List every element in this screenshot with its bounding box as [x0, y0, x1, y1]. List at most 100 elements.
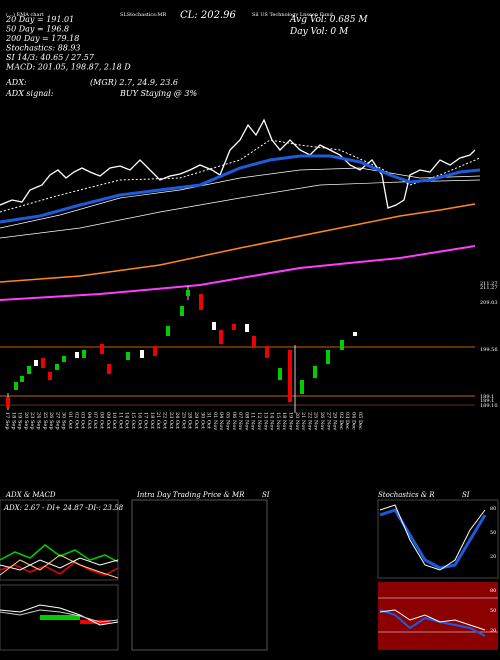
- date-label: 29 Nov: [332, 412, 338, 430]
- date-label: 07 Nov: [237, 412, 243, 430]
- adx-lines: [0, 544, 119, 579]
- date-label: 26 Nov: [319, 412, 325, 430]
- avg-vol: Avg Vol: 0.685 M: [289, 15, 368, 25]
- panel-title: Stochastics & R: [378, 491, 435, 499]
- price-label: 209.03: [480, 300, 498, 306]
- subtitle: Sil US Technology Lnseen Fund: [252, 12, 334, 18]
- date-label: 15 Nov: [275, 412, 281, 430]
- date-label: 24 Oct: [174, 412, 180, 429]
- price-label: 189.1: [480, 394, 494, 400]
- indicator: SI 14/3: 40.65 / 27.57: [6, 53, 95, 62]
- adx-signal: BUY Staying @ 3%: [119, 89, 197, 98]
- date-label: 05 Nov: [225, 412, 231, 430]
- date-label: 19 Nov: [288, 412, 294, 430]
- lines: [0, 118, 481, 406]
- date-label: 14 Nov: [269, 412, 275, 430]
- adx-signal-label: ADX signal:: [5, 89, 54, 98]
- date-label: 03 Oct: [80, 412, 86, 429]
- date-label: 20 Nov: [294, 412, 300, 430]
- adx-value: (MGR) 2.7, 24.9, 23.6: [90, 78, 178, 87]
- price-label: 199.56: [480, 347, 498, 353]
- date-label: 10 Oct: [111, 412, 117, 429]
- panel-title: ADX & MACD: [5, 491, 56, 499]
- date-label: 23 Sep: [29, 412, 35, 430]
- date-label: 29 Oct: [193, 412, 199, 429]
- date-label: 02 Dec: [338, 412, 344, 430]
- date-label: 13 Nov: [262, 412, 268, 430]
- indicator: 200 Day = 179.18: [5, 34, 79, 43]
- date-label: 21 Oct: [155, 412, 161, 429]
- adx-label: ADX:: [5, 78, 27, 87]
- date-label: 24 Sep: [36, 412, 42, 430]
- level-label: 80: [490, 588, 496, 594]
- stoch-lines: [379, 504, 487, 571]
- date-label: 01 Nov: [212, 412, 218, 430]
- date-label: 04 Dec: [351, 412, 357, 430]
- close: CL: 202.96: [180, 10, 236, 21]
- date-label: 20 Sep: [23, 412, 29, 430]
- date-label: 18 Nov: [281, 412, 287, 430]
- date-label: 15 Oct: [130, 412, 136, 429]
- date-label: 04 Nov: [218, 412, 224, 430]
- date-label: 25 Nov: [313, 412, 319, 430]
- date-label: 14 Oct: [124, 412, 130, 429]
- date-label: 05 Dec: [357, 412, 363, 430]
- adx-readout: ADX: 2.67 - DI+ 24.87 -DI-: 23.58: [3, 504, 124, 512]
- date-label: 18 Oct: [149, 412, 155, 429]
- indicator: 50 Day = 196.8: [6, 25, 69, 34]
- header-left: (…) EMA chart: [6, 11, 44, 18]
- date-label: 27 Nov: [325, 412, 331, 430]
- date-label: 17 Oct: [143, 412, 149, 429]
- header-left: SLStochastics:MR: [120, 12, 167, 18]
- indicator: 20 Day = 191.01: [5, 15, 74, 24]
- date-label: 16 Oct: [136, 412, 142, 429]
- level-label: 20: [490, 628, 496, 634]
- date-label: 04 Oct: [86, 412, 92, 429]
- level-label: 50: [490, 530, 496, 536]
- date-label: 17 Sep: [4, 412, 10, 430]
- date-label: 22 Nov: [306, 412, 312, 430]
- date-label: 06 Nov: [231, 412, 237, 430]
- date-label: 02 Oct: [73, 412, 79, 429]
- price-label: 211.27: [480, 281, 498, 287]
- price-label: 211.27: [480, 285, 498, 291]
- intraday-panel: [131, 499, 268, 651]
- date-label: 26 Sep: [48, 412, 54, 430]
- date-label: 30 Oct: [199, 412, 205, 429]
- indicator: Stochastics: 88.93: [6, 44, 81, 53]
- rsi-lines: [378, 597, 498, 637]
- date-label: 08 Oct: [99, 412, 105, 429]
- date-label: 22 Oct: [162, 412, 168, 429]
- panel-title: Intra Day Trading Price & MR: [136, 491, 245, 499]
- date-label: 07 Oct: [92, 412, 98, 429]
- date-label: 09 Oct: [105, 412, 111, 429]
- date-label: 25 Sep: [42, 412, 48, 430]
- date-label: 25 Oct: [180, 412, 186, 429]
- date-label: 11 Nov: [250, 412, 256, 430]
- date-label: 28 Oct: [187, 412, 193, 429]
- level-label: 20: [490, 554, 496, 560]
- price-label: 189.10: [480, 403, 498, 409]
- candles: [6, 286, 357, 413]
- date-label: 19 Sep: [17, 412, 23, 430]
- date-label: 12 Nov: [256, 412, 262, 430]
- panel-si: SI: [262, 491, 270, 499]
- date-label: 08 Nov: [243, 412, 249, 430]
- date-label: 27 Sep: [54, 412, 60, 430]
- macd-lines: [0, 604, 119, 626]
- indicator: MACD: 201.05, 198.87, 2.18 D: [5, 63, 131, 72]
- date-label: 23 Oct: [168, 412, 174, 429]
- date-label: 03 Dec: [344, 412, 350, 430]
- day-vol: Day Vol: 0 M: [289, 27, 349, 37]
- date-label: 18 Sep: [10, 412, 16, 430]
- level-label: 50: [490, 608, 496, 614]
- panel-si: SI: [462, 491, 470, 499]
- date-label: 30 Sep: [61, 412, 67, 430]
- date-label: 11 Oct: [117, 412, 123, 429]
- date-label: 31 Oct: [206, 412, 212, 429]
- price-label: 189.1: [480, 398, 494, 404]
- date-label: 01 Oct: [67, 412, 73, 429]
- level-label: 80: [490, 506, 496, 512]
- rsi-panel: [378, 582, 498, 650]
